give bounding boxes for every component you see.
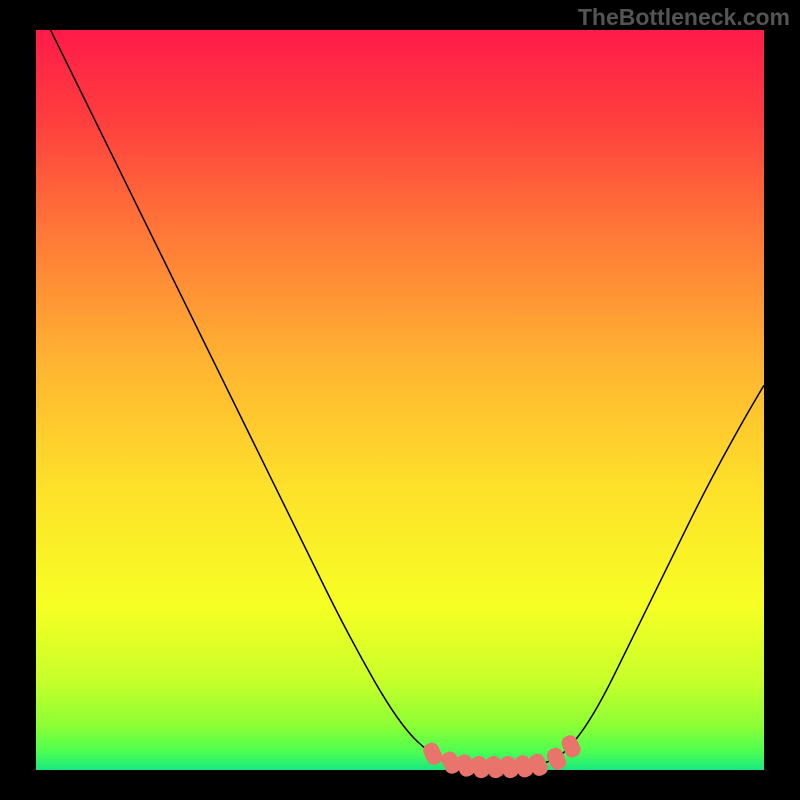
chart-container: TheBottleneck.com [0,0,800,800]
plot-background [36,30,764,770]
bottleneck-curve-chart [0,0,800,800]
watermark-text: TheBottleneck.com [578,4,790,31]
